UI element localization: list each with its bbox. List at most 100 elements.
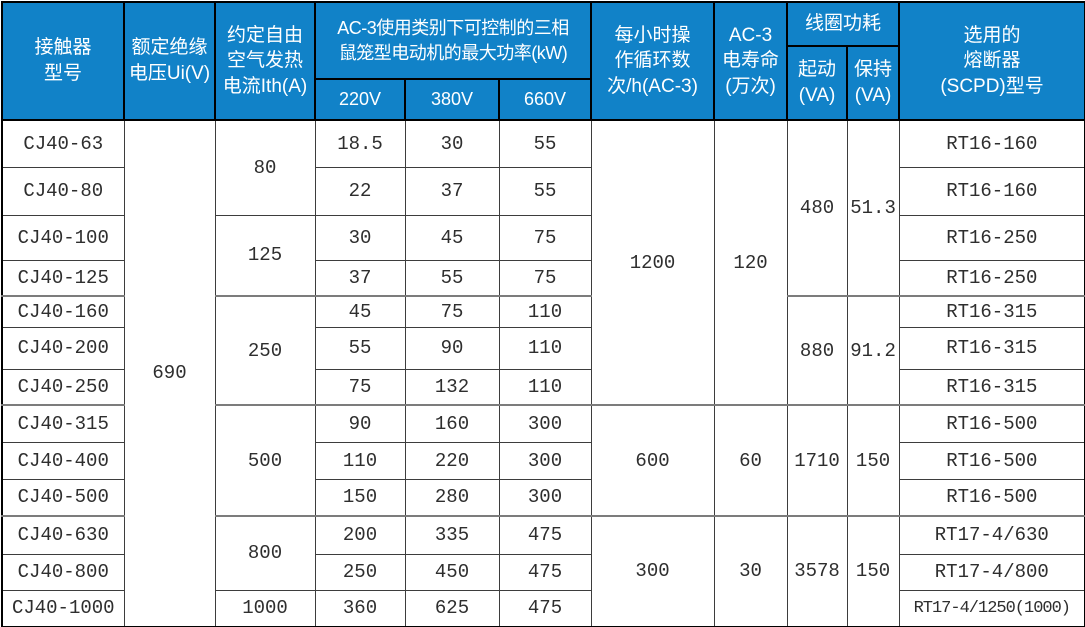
cell-model: CJ40-125 bbox=[1, 259, 125, 297]
cell-coil-hold: 150 bbox=[846, 404, 900, 517]
table-row: CJ40-250 75 132 110 RT16-315 bbox=[1, 368, 1085, 406]
header-coil-start: 起动 (VA) bbox=[786, 45, 849, 121]
table-row: CJ40-630 800 200 335 475 300 30 3578 150… bbox=[1, 515, 1085, 627]
cell-model: CJ40-63 bbox=[1, 119, 125, 168]
cell-ith: 1000 bbox=[214, 589, 316, 627]
cell-coil-start: 480 bbox=[786, 119, 848, 297]
cell-model: CJ40-200 bbox=[1, 326, 125, 370]
cell-model: CJ40-315 bbox=[1, 404, 125, 443]
header-power-group: AC-3使用类别下可控制的三相 鼠笼型电动机的最大功率(kW) bbox=[313, 1, 593, 80]
cell-power-660v: 75 bbox=[498, 214, 592, 261]
cell-power-380v: 280 bbox=[404, 478, 500, 517]
cell-power-380v: 450 bbox=[404, 553, 500, 591]
header-conventional-thermal-current: 约定自由 空气发热 电流Ith(A) bbox=[214, 1, 316, 121]
cell-power-220v: 150 bbox=[314, 478, 406, 517]
cell-power-380v: 220 bbox=[404, 441, 500, 480]
cell-fuse: RT16-160 bbox=[898, 166, 1085, 216]
cell-ith: 800 bbox=[214, 515, 316, 591]
cell-power-220v: 75 bbox=[314, 368, 406, 406]
cell-power-660v: 475 bbox=[498, 515, 592, 555]
cell-coil-hold: 51.3 bbox=[846, 119, 900, 297]
cell-fuse: RT17-4/630 bbox=[898, 515, 1085, 555]
cell-coil-start: 3578 bbox=[786, 515, 848, 627]
cell-model: CJ40-630 bbox=[1, 515, 125, 555]
cell-power-660v: 75 bbox=[498, 259, 592, 297]
cell-life: 60 bbox=[713, 404, 788, 517]
cell-power-220v: 360 bbox=[314, 589, 406, 627]
cell-coil-hold: 150 bbox=[846, 515, 900, 627]
cell-fuse: RT16-500 bbox=[898, 404, 1085, 443]
cell-fuse: RT17-4/800 bbox=[898, 553, 1085, 591]
cell-power-660v: 55 bbox=[498, 119, 592, 168]
cell-ith: 500 bbox=[214, 404, 316, 517]
cell-model: CJ40-80 bbox=[1, 166, 125, 216]
table-body: CJ40-63 690 80 18.5 30 55 1200 120 480 5… bbox=[1, 119, 1085, 627]
cell-fuse: RT16-315 bbox=[898, 295, 1085, 328]
cell-power-660v: 110 bbox=[498, 326, 592, 370]
cell-power-220v: 22 bbox=[314, 166, 406, 216]
table-row: CJ40-125 37 55 75 RT16-250 bbox=[1, 259, 1085, 297]
table-row: CJ40-315 500 90 160 300 600 60 1710 150 … bbox=[1, 404, 1085, 517]
cell-life: 30 bbox=[713, 515, 788, 627]
cell-power-220v: 37 bbox=[314, 259, 406, 297]
cell-model: CJ40-160 bbox=[1, 295, 125, 328]
cell-power-380v: 625 bbox=[404, 589, 500, 627]
cell-power-660v: 300 bbox=[498, 404, 592, 443]
cell-model: CJ40-500 bbox=[1, 478, 125, 517]
cell-power-380v: 30 bbox=[404, 119, 500, 168]
cell-cycles: 300 bbox=[590, 515, 715, 627]
cell-coil-start: 1710 bbox=[786, 404, 848, 517]
cell-power-380v: 160 bbox=[404, 404, 500, 443]
cell-model: CJ40-250 bbox=[1, 368, 125, 406]
table-row: CJ40-160 250 45 75 110 880 91.2 RT16-315 bbox=[1, 295, 1085, 406]
header-electrical-life: AC-3 电寿命 (万次) bbox=[713, 1, 789, 121]
cell-power-380v: 37 bbox=[404, 166, 500, 216]
cell-power-220v: 45 bbox=[314, 295, 406, 328]
header-660v: 660V bbox=[497, 78, 593, 121]
cell-power-660v: 110 bbox=[498, 368, 592, 406]
cell-power-660v: 300 bbox=[498, 478, 592, 517]
cell-power-220v: 18.5 bbox=[314, 119, 406, 168]
cell-coil-start: 880 bbox=[786, 295, 848, 406]
cell-power-660v: 475 bbox=[498, 553, 592, 591]
header-coil-hold: 保持 (VA) bbox=[846, 45, 901, 121]
cell-power-380v: 45 bbox=[404, 214, 500, 261]
cell-power-380v: 90 bbox=[404, 326, 500, 370]
cell-cycles: 1200 bbox=[590, 119, 715, 406]
cell-ith: 125 bbox=[214, 214, 316, 297]
table-row: CJ40-500 150 280 300 RT16-500 bbox=[1, 478, 1085, 517]
cell-power-380v: 55 bbox=[404, 259, 500, 297]
header-contactor-model: 接触器 型号 bbox=[1, 1, 125, 121]
cell-power-220v: 30 bbox=[314, 214, 406, 261]
cell-fuse: RT16-315 bbox=[898, 368, 1085, 406]
table-row: CJ40-1000 1000 360 625 475 RT17-4/1250(1… bbox=[1, 589, 1085, 627]
cell-power-220v: 200 bbox=[314, 515, 406, 555]
cell-power-380v: 335 bbox=[404, 515, 500, 555]
header-operating-cycles: 每小时操 作循环数 次/h(AC-3) bbox=[590, 1, 716, 121]
cell-power-220v: 90 bbox=[314, 404, 406, 443]
header-fuse: 选用的 熔断器 (SCPD)型号 bbox=[898, 1, 1085, 121]
table-row: CJ40-400 110 220 300 RT16-500 bbox=[1, 441, 1085, 480]
cell-model: CJ40-1000 bbox=[1, 589, 125, 627]
cell-ui-voltage: 690 bbox=[123, 119, 216, 627]
cell-power-660v: 300 bbox=[498, 441, 592, 480]
header-coil-group: 线圈功耗 bbox=[786, 1, 901, 47]
header-rated-insulation-voltage: 额定绝缘 电压Ui(V) bbox=[123, 1, 216, 121]
cell-model: CJ40-100 bbox=[1, 214, 125, 261]
table-row: CJ40-80 22 37 55 RT16-160 bbox=[1, 166, 1085, 216]
table-header: 接触器 型号 额定绝缘 电压Ui(V) 约定自由 空气发热 电流Ith(A) A… bbox=[1, 1, 1085, 121]
cell-power-660v: 110 bbox=[498, 295, 592, 328]
cell-power-660v: 55 bbox=[498, 166, 592, 216]
cell-fuse: RT16-315 bbox=[898, 326, 1085, 370]
cell-power-380v: 75 bbox=[404, 295, 500, 328]
cell-fuse: RT16-250 bbox=[898, 259, 1085, 297]
header-220v: 220V bbox=[314, 78, 406, 121]
cell-fuse: RT16-500 bbox=[898, 478, 1085, 517]
cell-power-220v: 55 bbox=[314, 326, 406, 370]
cell-model: CJ40-400 bbox=[1, 441, 125, 480]
cell-fuse: RT16-160 bbox=[898, 119, 1085, 168]
table-row: CJ40-200 55 90 110 RT16-315 bbox=[1, 326, 1085, 370]
header-380v: 380V bbox=[404, 78, 500, 121]
